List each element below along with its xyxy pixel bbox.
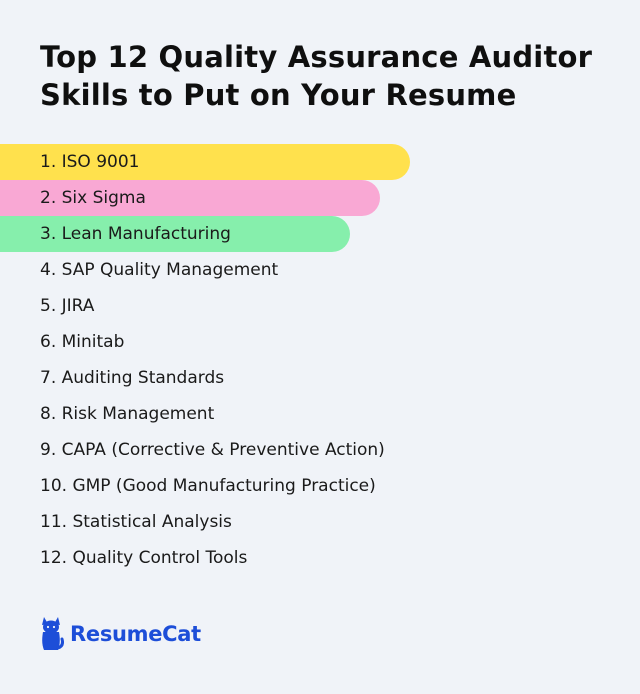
page-title: Top 12 Quality Assurance Auditor Skills …: [40, 40, 593, 112]
skill-item-6: 6. Minitab: [40, 332, 125, 352]
skill-item-12: 12. Quality Control Tools: [40, 548, 248, 568]
skill-item-5: 5. JIRA: [40, 296, 95, 316]
skill-item-1: 1. ISO 9001: [0, 144, 410, 180]
skill-item-3: 3. Lean Manufacturing: [0, 216, 350, 252]
skill-item-11: 11. Statistical Analysis: [40, 512, 232, 532]
brand-name: ResumeCat: [70, 622, 201, 646]
skills-list: 1. ISO 9001 2. Six Sigma 3. Lean Manufac…: [0, 144, 640, 576]
cat-icon: [42, 617, 64, 650]
skill-item-4: 4. SAP Quality Management: [40, 260, 279, 280]
resumecat-logo[interactable]: ResumeCat: [38, 614, 201, 654]
skill-item-10: 10. GMP (Good Manufacturing Practice): [40, 476, 376, 496]
skill-item-8: 8. Risk Management: [40, 404, 215, 424]
skill-item-2: 2. Six Sigma: [0, 180, 380, 216]
skill-item-9: 9. CAPA (Corrective & Preventive Action): [40, 440, 385, 460]
skill-item-7: 7. Auditing Standards: [40, 368, 225, 388]
